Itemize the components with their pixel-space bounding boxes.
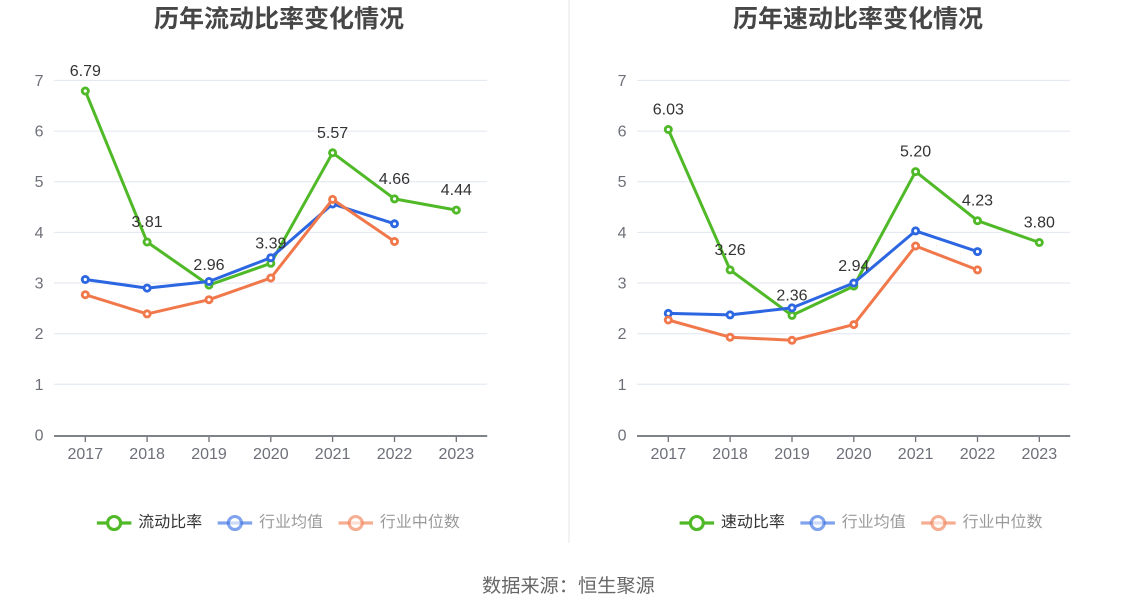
- svg-text:6: 6: [618, 124, 627, 141]
- svg-text:4.66: 4.66: [379, 171, 410, 188]
- svg-text:3: 3: [35, 276, 44, 293]
- svg-text:2018: 2018: [712, 446, 748, 463]
- svg-text:2021: 2021: [315, 446, 351, 463]
- svg-text:2020: 2020: [836, 446, 872, 463]
- svg-text:2.96: 2.96: [193, 257, 224, 274]
- svg-text:1: 1: [618, 377, 627, 394]
- svg-text:6: 6: [35, 124, 44, 141]
- svg-text:2022: 2022: [377, 446, 413, 463]
- svg-text:3.81: 3.81: [132, 214, 163, 231]
- svg-text:4: 4: [618, 225, 627, 242]
- svg-text:6.79: 6.79: [70, 63, 101, 80]
- svg-text:1: 1: [35, 377, 44, 394]
- svg-text:3.26: 3.26: [715, 242, 746, 259]
- svg-text:7: 7: [618, 73, 627, 90]
- svg-text:2023: 2023: [1022, 446, 1058, 463]
- svg-text:3.80: 3.80: [1024, 215, 1055, 232]
- svg-text:2.36: 2.36: [776, 287, 807, 304]
- svg-text:7: 7: [35, 73, 44, 90]
- svg-text:0: 0: [618, 428, 627, 445]
- svg-text:2019: 2019: [191, 446, 227, 463]
- svg-text:2022: 2022: [960, 446, 996, 463]
- svg-text:2019: 2019: [774, 446, 810, 463]
- svg-text:2020: 2020: [253, 446, 289, 463]
- svg-text:3.39: 3.39: [255, 235, 286, 252]
- svg-text:2017: 2017: [651, 446, 687, 463]
- svg-text:0: 0: [35, 428, 44, 445]
- svg-text:2023: 2023: [439, 446, 475, 463]
- svg-text:4.44: 4.44: [441, 182, 472, 199]
- svg-text:5: 5: [35, 174, 44, 191]
- svg-text:2018: 2018: [129, 446, 165, 463]
- svg-text:5: 5: [618, 174, 627, 191]
- svg-text:2: 2: [35, 326, 44, 343]
- svg-text:4.23: 4.23: [962, 193, 993, 210]
- svg-text:2021: 2021: [898, 446, 934, 463]
- svg-text:2017: 2017: [68, 446, 104, 463]
- svg-text:5.57: 5.57: [317, 125, 348, 142]
- svg-text:4: 4: [35, 225, 44, 242]
- svg-text:2: 2: [618, 326, 627, 343]
- svg-text:6.03: 6.03: [653, 102, 684, 119]
- svg-text:5.20: 5.20: [900, 144, 931, 161]
- svg-text:3: 3: [618, 276, 627, 293]
- svg-text:2.94: 2.94: [838, 258, 869, 275]
